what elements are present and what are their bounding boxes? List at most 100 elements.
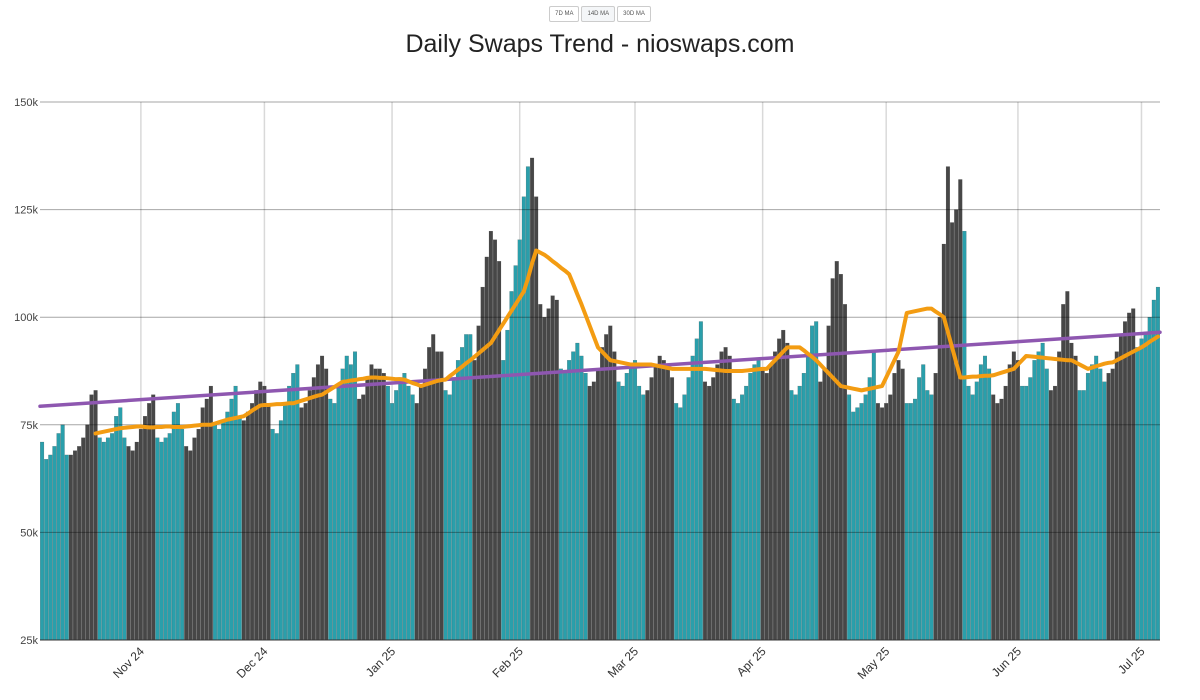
bar — [81, 437, 86, 641]
bar — [867, 377, 872, 641]
bar — [690, 355, 695, 641]
bar — [847, 394, 852, 641]
bar — [381, 373, 386, 641]
bar — [1020, 385, 1025, 641]
bar — [1028, 377, 1033, 641]
bar — [1139, 338, 1144, 641]
bar — [435, 351, 440, 641]
bar — [735, 403, 740, 641]
bar — [550, 295, 555, 641]
bar — [904, 403, 909, 641]
bar — [142, 416, 148, 641]
bar — [686, 377, 691, 641]
y-tick-label: 75k — [20, 420, 38, 432]
bar — [1024, 385, 1029, 641]
ma-button[interactable]: 14D MA — [581, 6, 616, 22]
bar — [764, 373, 769, 641]
bar — [492, 239, 498, 641]
bar — [114, 416, 119, 641]
bar — [999, 398, 1004, 641]
bar — [719, 351, 724, 641]
bar — [184, 446, 189, 641]
bar — [460, 347, 465, 641]
bar — [77, 446, 82, 641]
bar — [151, 394, 156, 641]
bar — [871, 351, 876, 641]
bar — [307, 390, 312, 641]
bar — [64, 454, 69, 641]
bar — [880, 407, 885, 641]
bar — [1069, 342, 1074, 641]
bar — [900, 368, 905, 641]
bar — [295, 364, 300, 641]
ma-button[interactable]: 30D MA — [617, 6, 651, 22]
bar — [447, 394, 452, 641]
bar — [352, 351, 358, 641]
bar — [315, 364, 320, 641]
bar — [394, 390, 399, 641]
x-tick-label: Jan 25 — [363, 644, 399, 680]
bar — [731, 398, 736, 641]
bar — [674, 403, 679, 641]
ma-button[interactable]: 7D MA — [549, 6, 580, 22]
bar — [221, 420, 226, 641]
bar — [884, 403, 889, 641]
bar — [1114, 351, 1119, 641]
bar — [472, 360, 477, 641]
bar — [579, 355, 584, 641]
bar — [40, 441, 45, 641]
bar — [595, 368, 600, 641]
bar — [299, 407, 304, 641]
bar — [155, 437, 160, 641]
bar — [661, 360, 666, 641]
bar — [1007, 364, 1012, 641]
bar — [546, 308, 551, 641]
bar — [373, 368, 378, 641]
bar — [521, 196, 526, 641]
bar — [250, 403, 255, 641]
bar — [291, 373, 296, 641]
bar — [748, 373, 753, 641]
bar — [921, 364, 926, 641]
bar — [1127, 312, 1132, 641]
bar — [727, 355, 732, 641]
bar — [1040, 342, 1045, 641]
bar — [982, 355, 988, 641]
y-tick-label: 125k — [14, 205, 38, 217]
bar — [1057, 351, 1062, 641]
bar — [863, 394, 868, 641]
bar — [328, 398, 333, 641]
bar — [632, 360, 638, 641]
ma-controls: 7D MA 14D MA 30D MA — [0, 6, 1200, 22]
bar — [159, 441, 164, 641]
bar — [612, 351, 617, 641]
bar — [443, 390, 448, 641]
bar — [682, 394, 687, 641]
bar — [118, 407, 123, 641]
bar — [620, 385, 625, 641]
bar — [793, 394, 798, 641]
bar — [715, 364, 720, 641]
bar — [1065, 291, 1070, 641]
bar — [1073, 355, 1078, 641]
bar — [1061, 304, 1066, 641]
bar — [402, 373, 407, 641]
bar — [93, 390, 98, 641]
bar — [1143, 334, 1148, 641]
trend-line — [38, 330, 1162, 409]
bar — [562, 373, 568, 641]
bar — [324, 368, 329, 641]
bar — [785, 342, 790, 641]
bar — [188, 450, 193, 641]
bar — [1044, 368, 1049, 641]
ma-line — [93, 248, 1160, 436]
bar — [678, 407, 683, 641]
bar — [702, 381, 708, 641]
bar — [534, 196, 539, 641]
bar — [587, 385, 592, 641]
bar — [233, 385, 238, 641]
bar — [723, 347, 728, 641]
bar — [575, 342, 580, 641]
bar — [464, 334, 469, 641]
